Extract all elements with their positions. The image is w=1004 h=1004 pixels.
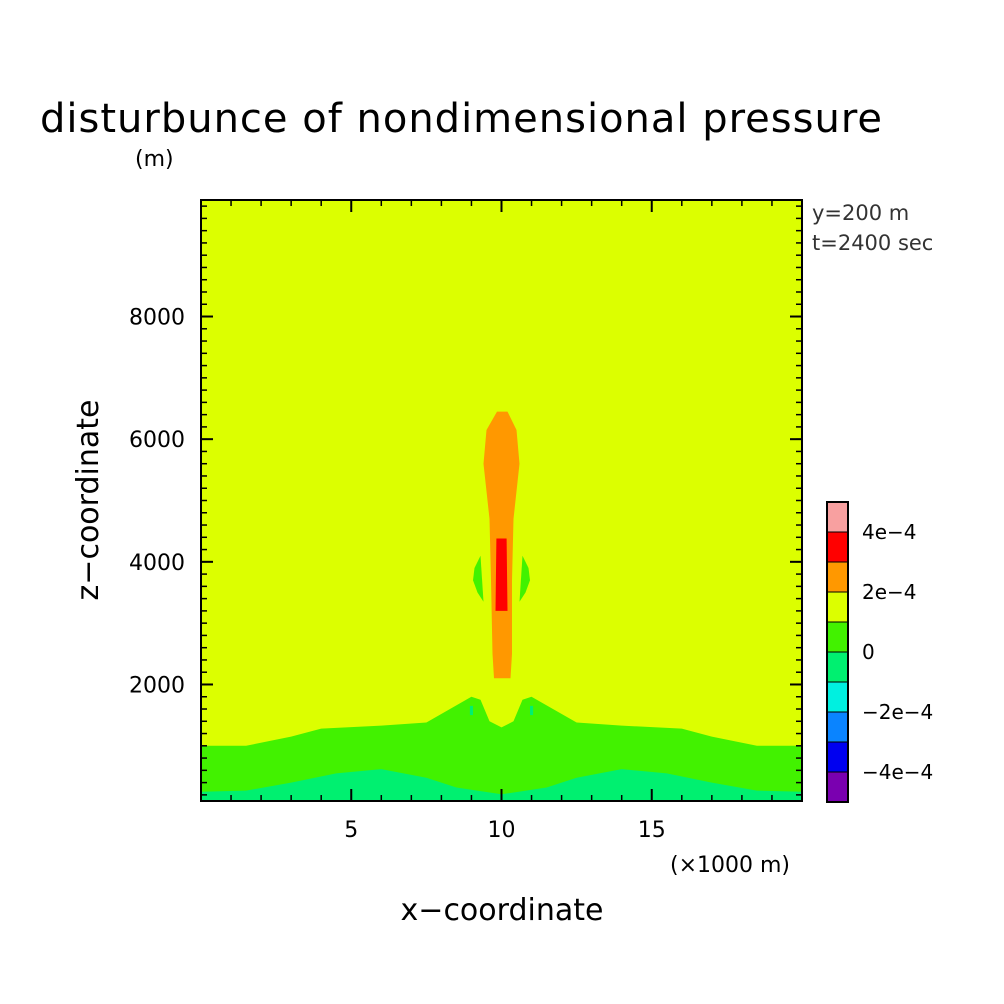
- y-axis-ticks: 2000 4000 6000 8000: [129, 306, 802, 698]
- info-y-position: y=200 m: [812, 201, 909, 225]
- colorbar-band-5: [826, 621, 849, 653]
- colorbar-tick-label: −4e−4: [862, 760, 933, 784]
- colorbar-band-6: [826, 591, 849, 623]
- colorbar-tick-label: 2e−4: [862, 580, 917, 604]
- x-tick-label: 15: [638, 818, 666, 843]
- colorbar-band-0: [826, 771, 849, 803]
- contour-regions: [201, 200, 802, 801]
- colorbar-band-9: [826, 501, 849, 533]
- colorbar-band-2: [826, 711, 849, 743]
- colorbar-band-4: [826, 651, 849, 683]
- y-unit-label: (m): [135, 147, 174, 172]
- x-tick-label: 10: [488, 818, 516, 843]
- y-tick-label: 2000: [129, 673, 185, 698]
- x-tick-label: 5: [344, 818, 358, 843]
- colorbar-band-3: [826, 681, 849, 713]
- y-tick-label: 6000: [129, 428, 185, 453]
- contour-region-5: [519, 555, 530, 602]
- colorbar-tick-label: 0: [862, 640, 875, 664]
- colorbar-tick-label: 4e−4: [862, 520, 917, 544]
- x-axis-label: x−coordinate: [401, 893, 604, 928]
- y-tick-label: 4000: [129, 551, 185, 576]
- plot-area: 5 10 15 2000 4000 6000 8000: [129, 199, 803, 843]
- colorbar: 4e−4 2e−4 0 −2e−4 −4e−4: [826, 501, 933, 803]
- x-unit-label: (×1000 m): [670, 853, 790, 878]
- contour-region-7: [530, 705, 534, 716]
- chart-title: disturbunce of nondimensional pressure: [40, 96, 883, 142]
- y-axis-label: z−coordinate: [71, 400, 106, 601]
- x-axis-ticks: 5 10 15: [344, 200, 666, 843]
- contour-region-4: [473, 555, 484, 602]
- colorbar-band-8: [826, 531, 849, 563]
- contour-region-3: [495, 538, 508, 611]
- contour-region-6: [469, 705, 473, 716]
- info-time: t=2400 sec: [812, 231, 933, 255]
- y-tick-label: 8000: [129, 306, 185, 331]
- colorbar-frame: [826, 501, 849, 803]
- colorbar-band-1: [826, 741, 849, 773]
- colorbar-band-7: [826, 561, 849, 593]
- colorbar-tick-label: −2e−4: [862, 700, 933, 724]
